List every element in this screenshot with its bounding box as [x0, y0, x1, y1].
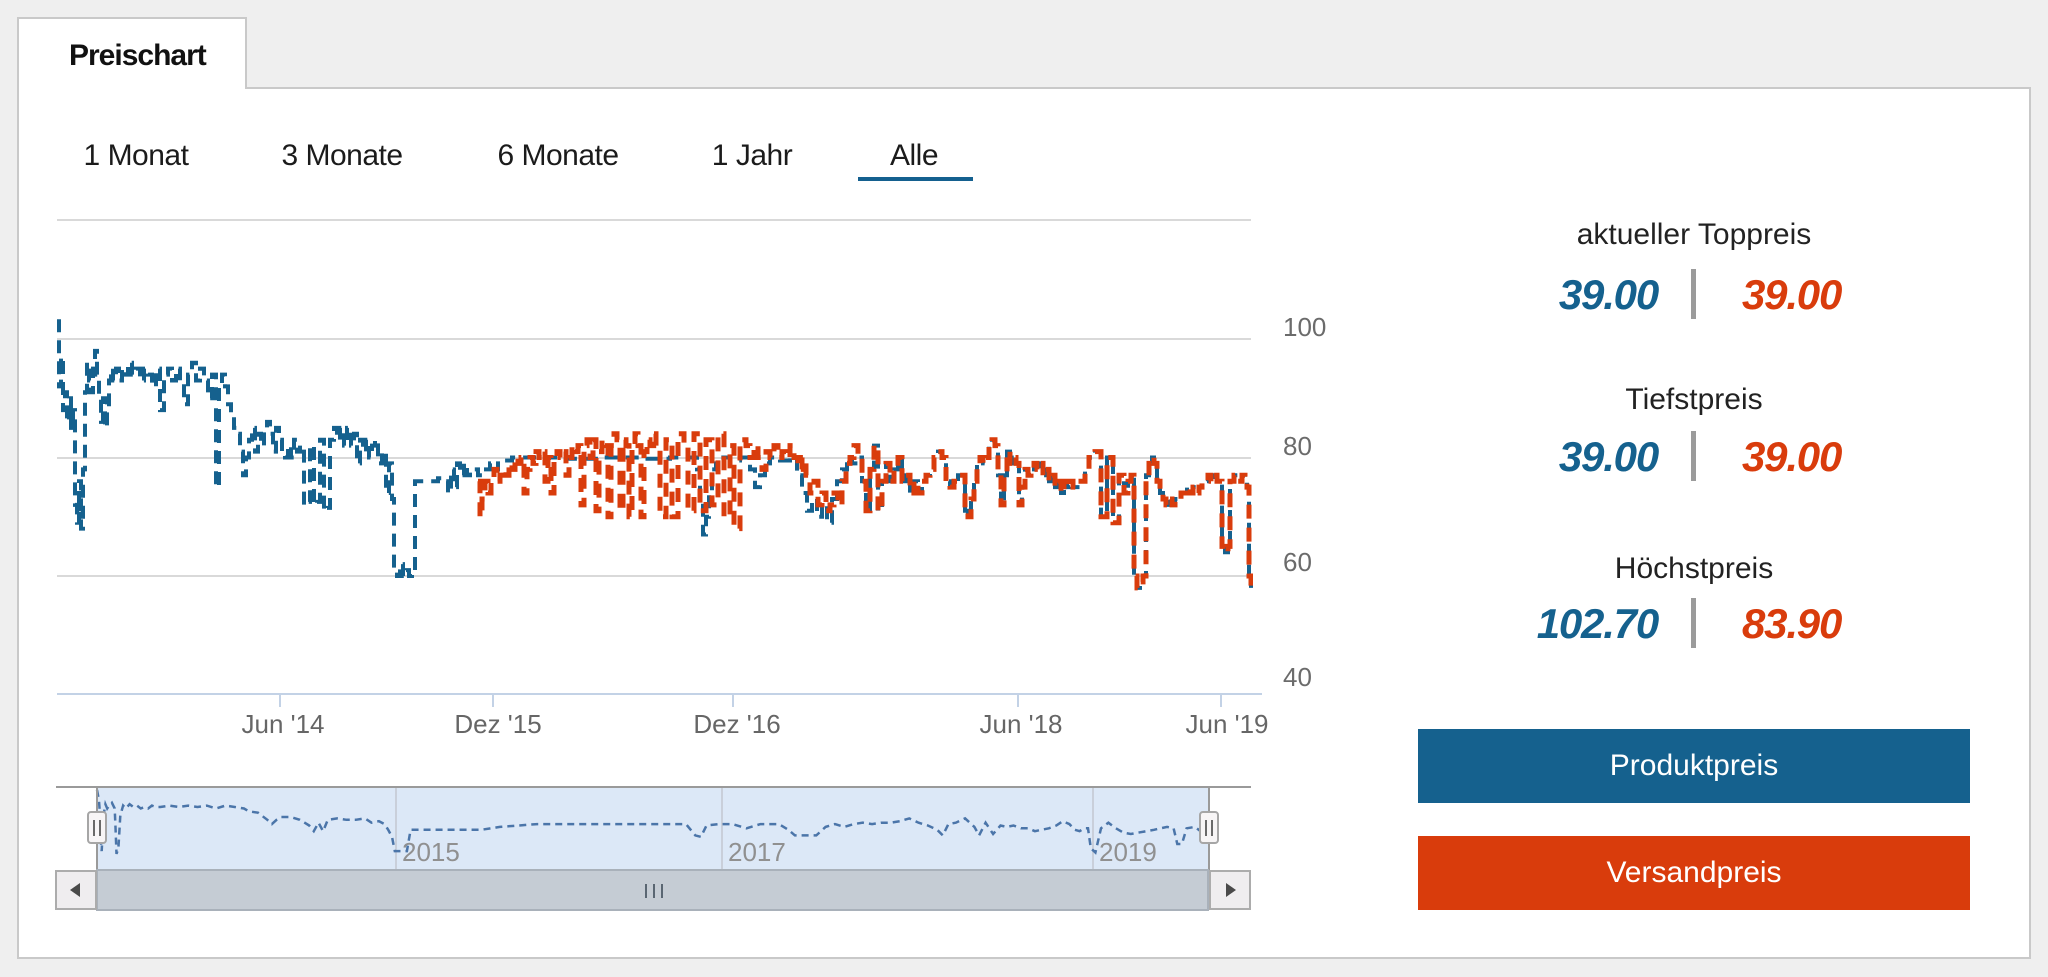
svg-text:2015: 2015: [402, 837, 460, 867]
svg-text:Jun '19: Jun '19: [1185, 709, 1268, 739]
svg-text:80: 80: [1283, 431, 1312, 461]
svg-text:Jun '18: Jun '18: [979, 709, 1062, 739]
svg-text:2017: 2017: [728, 837, 786, 867]
svg-text:40: 40: [1283, 662, 1312, 692]
svg-text:Dez '15: Dez '15: [454, 709, 541, 739]
svg-text:Jun '14: Jun '14: [241, 709, 324, 739]
svg-text:2019: 2019: [1099, 837, 1157, 867]
svg-text:60: 60: [1283, 547, 1312, 577]
svg-text:Dez '16: Dez '16: [693, 709, 780, 739]
svg-text:100: 100: [1283, 312, 1326, 342]
